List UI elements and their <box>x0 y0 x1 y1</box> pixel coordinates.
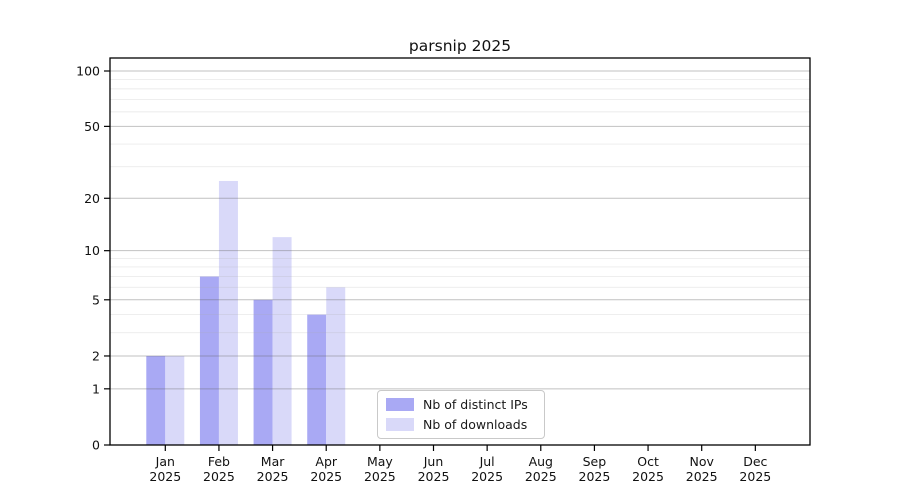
legend-label-downloads: Nb of downloads <box>423 417 528 432</box>
x-tick-label-year: 2025 <box>203 469 235 484</box>
legend-row-downloads: Nb of downloads <box>386 417 535 432</box>
legend: Nb of distinct IPs Nb of downloads <box>377 390 545 439</box>
x-tick-label-month: Feb <box>208 454 230 469</box>
x-tick-label-year: 2025 <box>418 469 450 484</box>
x-tick-label-year: 2025 <box>579 469 611 484</box>
x-tick-label-month: Aug <box>529 454 553 469</box>
x-tick-label-month: Nov <box>689 454 714 469</box>
bar-downloads-jan <box>165 355 185 445</box>
x-tick-label-year: 2025 <box>471 469 503 484</box>
x-tick-label-month: Sep <box>583 454 607 469</box>
x-tick-label-month: Jun <box>423 454 444 469</box>
legend-label-distinct-ips: Nb of distinct IPs <box>423 397 528 412</box>
x-tick-label-month: May <box>367 454 393 469</box>
bar-distinct-ips-feb <box>199 276 219 445</box>
x-tick-label-year: 2025 <box>525 469 557 484</box>
y-tick-label: 10 <box>84 243 100 258</box>
legend-row-distinct-ips: Nb of distinct IPs <box>386 397 535 412</box>
x-tick-label-year: 2025 <box>632 469 664 484</box>
x-tick-label-year: 2025 <box>364 469 396 484</box>
legend-swatch-distinct-ips <box>386 398 414 411</box>
bar-distinct-ips-mar <box>253 299 273 445</box>
x-tick-label-year: 2025 <box>257 469 289 484</box>
y-tick-label: 0 <box>92 438 100 453</box>
y-tick-label: 5 <box>92 292 100 307</box>
bar-distinct-ips-apr <box>307 314 327 445</box>
x-tick-label-year: 2025 <box>686 469 718 484</box>
x-tick-label-month: Mar <box>261 454 285 469</box>
legend-swatch-downloads <box>386 418 414 431</box>
x-tick-label-month: Jul <box>479 454 495 469</box>
x-tick-label-year: 2025 <box>149 469 181 484</box>
chart-title: parsnip 2025 <box>408 37 512 55</box>
x-tick-label-month: Apr <box>315 454 337 469</box>
x-tick-label-month: Oct <box>637 454 659 469</box>
x-tick-label-month: Jan <box>155 454 175 469</box>
axes-frame <box>109 57 811 446</box>
y-tick-label: 20 <box>84 191 100 206</box>
bar-downloads-feb <box>218 180 238 446</box>
y-tick-label: 100 <box>76 64 100 79</box>
x-tick-label-year: 2025 <box>310 469 342 484</box>
x-tick-label-month: Dec <box>743 454 767 469</box>
bar-downloads-apr <box>326 287 346 445</box>
y-tick-label: 2 <box>92 348 100 363</box>
y-tick-label: 1 <box>92 381 100 396</box>
bar-downloads-mar <box>272 237 292 445</box>
x-tick-label-year: 2025 <box>739 469 771 484</box>
y-tick-label: 50 <box>84 119 100 134</box>
bar-distinct-ips-jan <box>146 355 166 445</box>
